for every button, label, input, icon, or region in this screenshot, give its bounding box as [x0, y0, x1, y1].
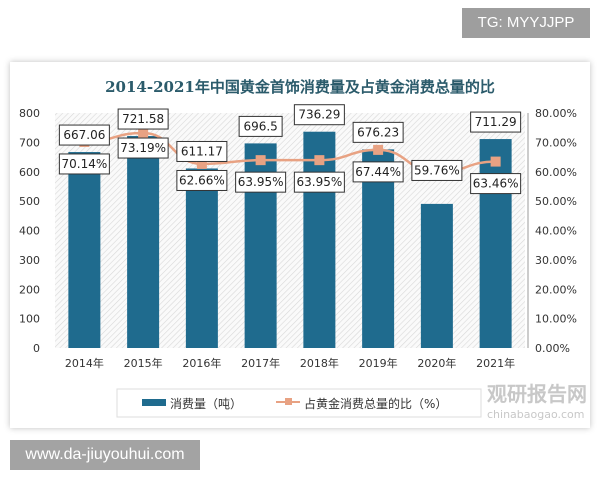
line-label: 67.44%	[355, 165, 401, 179]
y-right-tick: 0.00%	[535, 342, 570, 355]
line-label: 59.76%	[414, 163, 460, 177]
x-tick: 2018年	[300, 356, 339, 370]
line-marker	[255, 155, 266, 166]
line-label: 70.14%	[61, 157, 107, 171]
y-right-tick: 60.00%	[535, 166, 577, 179]
line-label-box	[411, 159, 463, 181]
x-tick: 2016年	[182, 356, 221, 370]
y-left-tick: 800	[19, 107, 40, 120]
bar	[127, 136, 160, 348]
line-label-box	[293, 171, 345, 193]
bar-label-box	[176, 140, 228, 162]
chart-title: 2014-2021年中国黄金首饰消费量及占黄金消费总量的比	[105, 78, 495, 96]
y-left-tick: 200	[19, 283, 40, 296]
bar-label-box	[58, 124, 110, 146]
x-tick: 2017年	[241, 356, 280, 370]
x-tick: 2014年	[65, 356, 104, 370]
line-marker	[490, 156, 501, 167]
line-label-box	[58, 153, 110, 175]
legend-bar-label: 消费量（吨）	[170, 397, 242, 411]
y-left-tick: 500	[19, 195, 40, 208]
line-label-box	[176, 169, 228, 191]
bar	[362, 149, 395, 348]
line-label: 73.19%	[120, 141, 166, 155]
bar	[68, 152, 101, 348]
line-marker	[138, 128, 149, 139]
logo-url: chinabaogao.com	[487, 408, 585, 421]
x-tick: 2015年	[124, 356, 163, 370]
logo: 观研报告网	[487, 382, 587, 406]
bar-label: 711.29	[475, 115, 517, 129]
y-left-tick: 600	[19, 166, 40, 179]
bar-label-box	[238, 115, 283, 137]
y-right-tick: 10.00%	[535, 313, 577, 326]
bar-label: 736.29	[298, 108, 340, 122]
bar	[303, 131, 336, 348]
x-tick: 2020年	[417, 356, 456, 370]
y-right-tick: 30.00%	[535, 254, 577, 267]
legend-bar-swatch	[142, 399, 166, 406]
y-right-tick: 70.00%	[535, 136, 577, 149]
y-left-tick: 700	[19, 136, 40, 149]
watermark-bottom: www.da-jiuyouhui.com	[10, 440, 200, 470]
bar	[479, 139, 512, 348]
legend-line-label: 占黄金消费总量的比（%）	[304, 396, 447, 411]
watermark-top: TG: MYYJJPP	[462, 8, 590, 38]
line-label: 63.95%	[238, 175, 284, 189]
bar	[185, 168, 218, 348]
bar-label-box	[117, 108, 169, 130]
bar-label-box	[352, 121, 404, 143]
y-right-tick: 80.00%	[535, 107, 577, 120]
bar-label: 611.17	[181, 144, 223, 158]
bar-label-box	[293, 104, 345, 126]
x-tick: 2021年	[476, 356, 515, 370]
line-label-box	[235, 171, 287, 193]
line-marker	[196, 158, 207, 169]
y-right-tick: 20.00%	[535, 283, 577, 296]
line-label: 63.46%	[473, 177, 519, 191]
y-left-tick: 400	[19, 225, 40, 238]
y-right-tick: 50.00%	[535, 195, 577, 208]
line-label-box	[470, 173, 522, 195]
bar-label: 696.5	[243, 119, 277, 133]
line-label: 62.66%	[179, 173, 225, 187]
bar	[420, 203, 453, 348]
x-tick: 2019年	[359, 356, 398, 370]
bar-label-box	[470, 111, 522, 133]
line-marker	[373, 144, 384, 155]
y-left-tick: 0	[33, 342, 40, 355]
legend-line-marker	[285, 398, 292, 405]
line-label-box	[352, 161, 404, 183]
bar-label: 721.58	[122, 112, 164, 126]
line-label: 63.95%	[296, 175, 342, 189]
line-label-box	[117, 137, 169, 159]
y-right-tick: 40.00%	[535, 225, 577, 238]
bar-label: 676.23	[357, 125, 399, 139]
y-left-tick: 100	[19, 313, 40, 326]
bar-label: 667.06	[63, 128, 105, 142]
y-left-tick: 300	[19, 254, 40, 267]
line-marker	[314, 155, 325, 166]
